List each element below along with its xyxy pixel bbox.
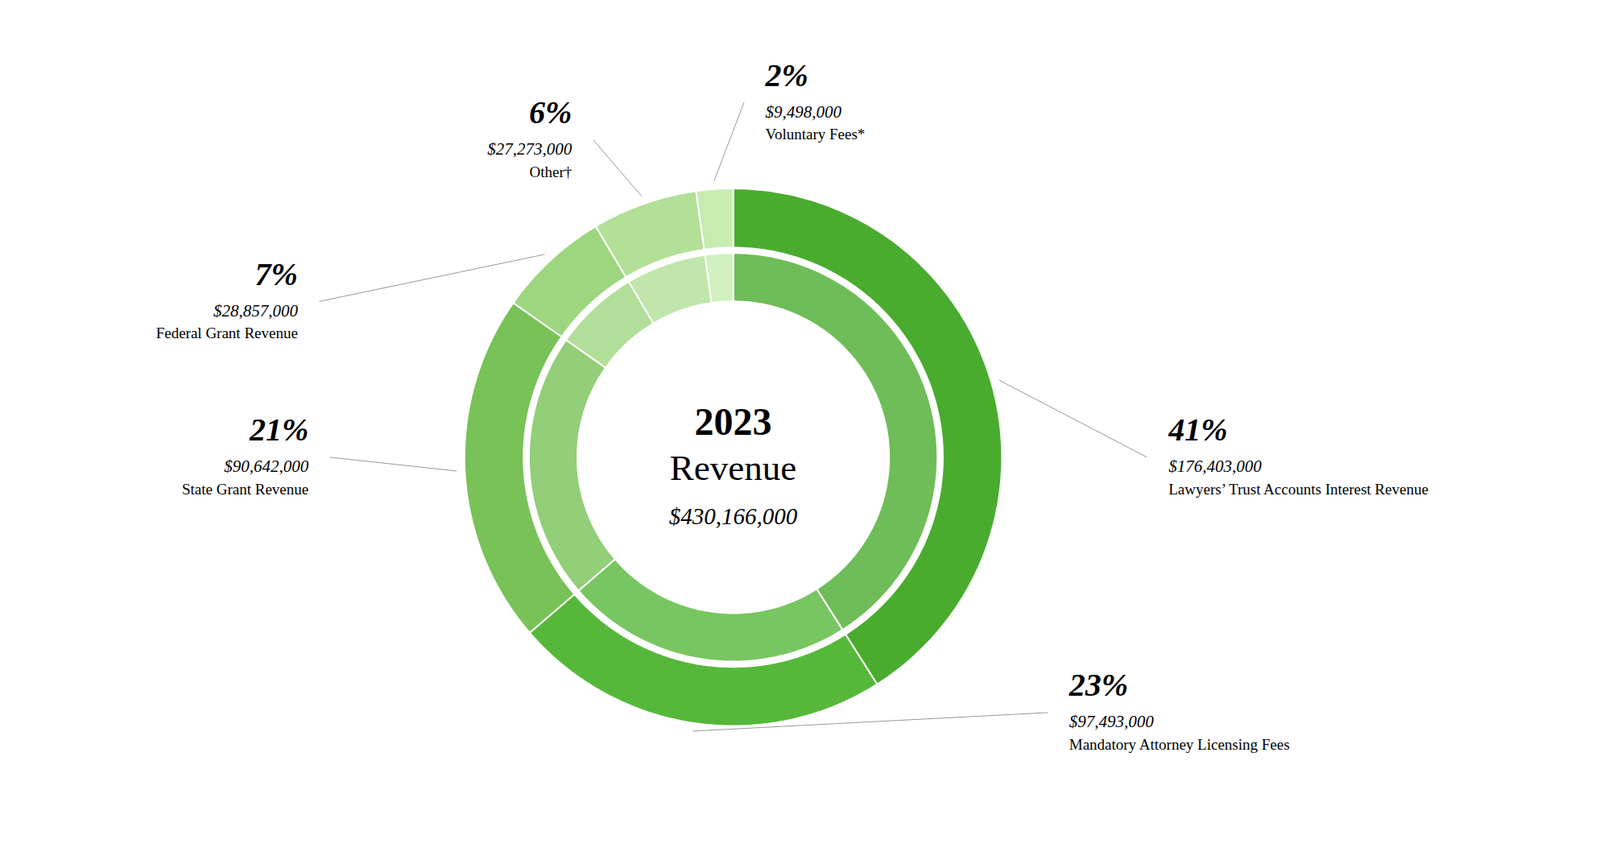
svg-text:$27,273,000: $27,273,000 — [487, 139, 573, 159]
svg-text:Mandatory Attorney Licensing F: Mandatory Attorney Licensing Fees — [1069, 735, 1290, 753]
svg-text:Revenue: Revenue — [669, 447, 797, 488]
svg-text:Lawyers’ Trust Accounts Intere: Lawyers’ Trust Accounts Interest Revenue — [1168, 480, 1429, 498]
svg-text:State Grant Revenue: State Grant Revenue — [181, 480, 309, 498]
svg-text:2%: 2% — [764, 57, 809, 94]
svg-text:$97,493,000: $97,493,000 — [1069, 711, 1155, 732]
svg-text:Federal Grant Revenue: Federal Grant Revenue — [156, 324, 298, 342]
svg-text:$28,857,000: $28,857,000 — [213, 301, 299, 321]
svg-text:21%: 21% — [248, 411, 309, 448]
svg-text:7%: 7% — [255, 256, 298, 293]
svg-text:$90,642,000: $90,642,000 — [223, 456, 310, 476]
svg-text:$176,403,000: $176,403,000 — [1168, 456, 1262, 476]
svg-text:41%: 41% — [1167, 411, 1228, 448]
svg-text:6%: 6% — [529, 94, 572, 131]
svg-text:$9,498,000: $9,498,000 — [765, 102, 843, 122]
svg-text:2023: 2023 — [694, 400, 773, 443]
svg-text:$430,166,000: $430,166,000 — [669, 503, 798, 530]
svg-text:Other†: Other† — [529, 163, 573, 181]
svg-text:23%: 23% — [1068, 666, 1129, 703]
svg-text:Voluntary Fees*: Voluntary Fees* — [765, 125, 866, 143]
